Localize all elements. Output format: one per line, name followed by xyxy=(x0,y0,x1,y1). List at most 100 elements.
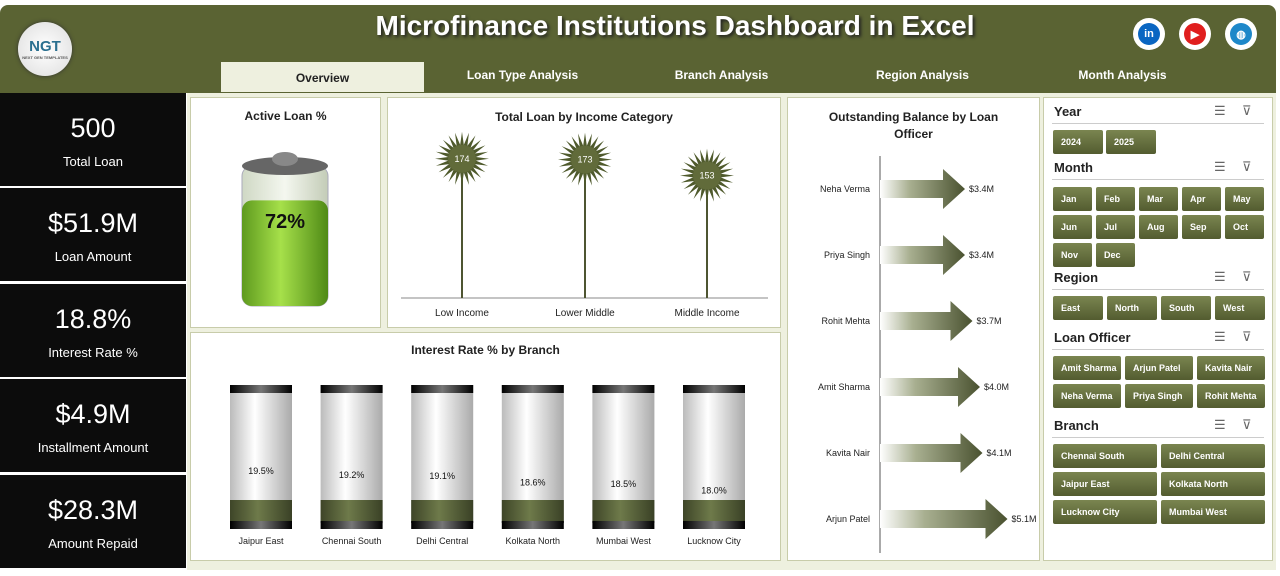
cylinder-top xyxy=(411,385,474,393)
slicer-button-feb[interactable]: Feb xyxy=(1096,187,1135,211)
officer-chart: Neha Verma $3.4M Priya Singh $3.4M Rohit Meh… xyxy=(818,156,1037,553)
slicer-button-mar[interactable]: Mar xyxy=(1139,187,1178,211)
branch-chart-title: Interest Rate % by Branch xyxy=(411,343,560,357)
data-label: 19.1% xyxy=(429,471,455,481)
slicer-button-amit-sharma[interactable]: Amit Sharma xyxy=(1053,356,1121,380)
category-label: Lower Middle xyxy=(555,308,615,319)
tab-branch-analysis[interactable]: Branch Analysis xyxy=(674,68,769,82)
slicer-button-lucknow-city[interactable]: Lucknow City xyxy=(1053,500,1157,524)
data-label: $5.1M xyxy=(1012,514,1037,524)
officer-arrow xyxy=(880,169,965,209)
category-label: Kavita Nair xyxy=(826,448,870,458)
slicer-button-priya-singh[interactable]: Priya Singh xyxy=(1125,384,1193,408)
social-button-2[interactable]: ◍ xyxy=(1225,18,1257,50)
kpi-label: Amount Repaid xyxy=(48,535,138,551)
slicer-title-month: Month xyxy=(1054,160,1093,175)
data-label: 19.2% xyxy=(339,470,365,480)
linkedin-icon: in xyxy=(1138,23,1160,45)
slicer-button-2025[interactable]: 2025 xyxy=(1106,130,1156,154)
slicer-button-jan[interactable]: Jan xyxy=(1053,187,1092,211)
battery-fill xyxy=(242,200,328,306)
multi-select-icon[interactable]: ☰ xyxy=(1214,329,1226,344)
slicer-button-sep[interactable]: Sep xyxy=(1182,215,1221,239)
lollipop-head xyxy=(693,161,721,190)
slicer-button-kolkata-north[interactable]: Kolkata North xyxy=(1161,472,1265,496)
youtube-icon: ▶ xyxy=(1184,23,1206,45)
cylinder-top xyxy=(592,385,655,393)
branch-chart: 19.5% Jaipur East 19.2% Chennai South 19.1% D… xyxy=(230,385,745,546)
slicer-title-branch: Branch xyxy=(1054,418,1099,433)
category-label: Lucknow City xyxy=(687,536,741,546)
slicer-button-south[interactable]: South xyxy=(1161,296,1211,320)
slicer-divider xyxy=(1052,437,1264,438)
slicer-button-jul[interactable]: Jul xyxy=(1096,215,1135,239)
cylinder-fill xyxy=(683,500,745,523)
cylinder-bottom xyxy=(683,521,745,529)
slicer-button-may[interactable]: May xyxy=(1225,187,1264,211)
slicer-button-jaipur-east[interactable]: Jaipur East xyxy=(1053,472,1157,496)
multi-select-icon[interactable]: ☰ xyxy=(1214,103,1226,118)
data-label: $4.0M xyxy=(984,382,1009,392)
cylinder-fill xyxy=(501,500,564,523)
slicer-button-dec[interactable]: Dec xyxy=(1096,243,1135,267)
category-label: Delhi Central xyxy=(416,536,468,546)
category-label: Kolkata North xyxy=(506,536,561,546)
data-label: $3.4M xyxy=(969,184,994,194)
kpi-card: 500 Total Loan xyxy=(0,93,186,186)
income-panel: Total Loan by Income Category 174 Low Inc… xyxy=(387,97,781,328)
slicer-button-north[interactable]: North xyxy=(1107,296,1157,320)
cylinder-bottom xyxy=(230,521,292,529)
tab-loan-type-analysis[interactable]: Loan Type Analysis xyxy=(466,68,579,82)
multi-select-icon[interactable]: ☰ xyxy=(1214,417,1226,432)
slicer-button-rohit-mehta[interactable]: Rohit Mehta xyxy=(1197,384,1265,408)
officer-panel: Outstanding Balance by Loan Officer Neha… xyxy=(787,97,1040,561)
slicer-button-delhi-central[interactable]: Delhi Central xyxy=(1161,444,1265,468)
multi-select-icon[interactable]: ☰ xyxy=(1214,269,1226,284)
tab-overview[interactable]: Overview xyxy=(221,62,424,92)
cylinder-bottom xyxy=(411,521,474,529)
clear-filter-icon[interactable]: ⊽ xyxy=(1242,269,1252,284)
category-label: Mumbai West xyxy=(596,536,651,546)
clear-filter-icon[interactable]: ⊽ xyxy=(1242,103,1252,118)
cylinder-top xyxy=(320,385,383,393)
cylinder-fill xyxy=(592,500,655,523)
header-bar xyxy=(0,5,1276,93)
kpi-card: $4.9M Installment Amount xyxy=(0,379,186,473)
page-title: Microfinance Institutions Dashboard in E… xyxy=(375,10,975,41)
slicer-button-mumbai-west[interactable]: Mumbai West xyxy=(1161,500,1265,524)
slicer-button-east[interactable]: East xyxy=(1053,296,1103,320)
social-button-1[interactable]: ▶ xyxy=(1179,18,1211,50)
slicer-button-neha-verma[interactable]: Neha Verma xyxy=(1053,384,1121,408)
tab-region-analysis[interactable]: Region Analysis xyxy=(876,68,969,82)
kpi-card: 18.8% Interest Rate % xyxy=(0,283,186,377)
slicer-button-west[interactable]: West xyxy=(1215,296,1265,320)
slicer-button-apr[interactable]: Apr xyxy=(1182,187,1221,211)
kpi-value: 18.8% xyxy=(54,303,132,334)
slicer-button-2024[interactable]: 2024 xyxy=(1053,130,1103,154)
logo-text: NGT xyxy=(29,38,61,55)
data-label: $3.4M xyxy=(969,250,994,260)
tab-month-analysis[interactable]: Month Analysis xyxy=(1078,68,1167,82)
slicer-button-oct[interactable]: Oct xyxy=(1225,215,1264,239)
category-label: Priya Singh xyxy=(824,250,870,260)
multi-select-icon[interactable]: ☰ xyxy=(1214,159,1226,174)
slicer-button-nov[interactable]: Nov xyxy=(1053,243,1092,267)
kpi-label: Interest Rate % xyxy=(48,344,138,360)
category-label: Rohit Mehta xyxy=(821,316,870,326)
slicer-button-aug[interactable]: Aug xyxy=(1139,215,1178,239)
active-loan-value: 72% xyxy=(265,211,305,233)
officer-arrow xyxy=(880,367,980,407)
kpi-value: $28.3M xyxy=(47,494,139,525)
clear-filter-icon[interactable]: ⊽ xyxy=(1242,417,1252,432)
slicer-button-arjun-patel[interactable]: Arjun Patel xyxy=(1125,356,1193,380)
clear-filter-icon[interactable]: ⊽ xyxy=(1242,329,1252,344)
slicer-button-chennai-south[interactable]: Chennai South xyxy=(1053,444,1157,468)
slicer-button-jun[interactable]: Jun xyxy=(1053,215,1092,239)
slicer-button-kavita-nair[interactable]: Kavita Nair xyxy=(1197,356,1265,380)
kpi-value: $4.9M xyxy=(55,399,131,430)
social-button-0[interactable]: in xyxy=(1133,18,1165,50)
officer-arrow xyxy=(880,433,983,473)
lollipop-head xyxy=(448,144,476,173)
clear-filter-icon[interactable]: ⊽ xyxy=(1242,159,1252,174)
officer-chart-title: Outstanding Balance by Loan Officer xyxy=(828,110,999,141)
